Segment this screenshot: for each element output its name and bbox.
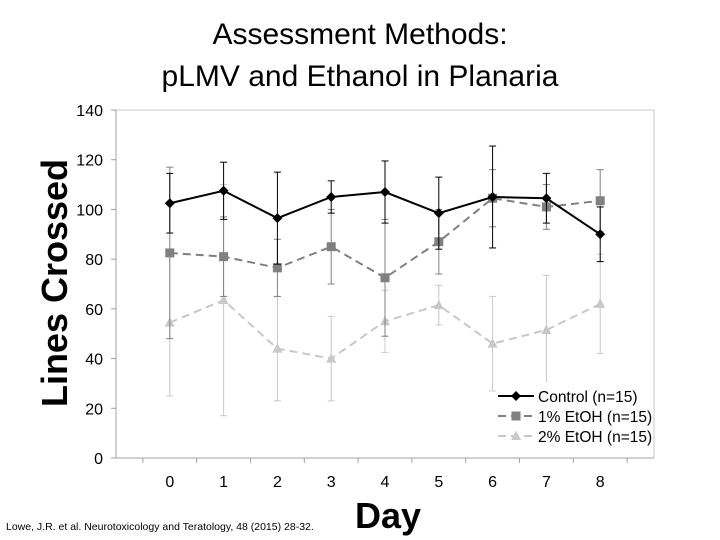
y-tick-label: 60	[85, 302, 103, 319]
data-point	[218, 294, 229, 305]
x-axis-title: Day	[355, 495, 421, 536]
y-tick-label: 140	[76, 103, 103, 120]
series-control	[164, 145, 606, 265]
x-tick-label: 6	[488, 474, 497, 491]
y-tick-label: 120	[76, 153, 103, 170]
data-point	[433, 208, 444, 219]
x-tick-label: 1	[219, 474, 228, 491]
y-tick-label: 40	[85, 352, 103, 369]
data-point	[433, 299, 444, 310]
slide-title-line-1: Assessment Methods:	[212, 18, 508, 51]
data-point	[326, 192, 337, 202]
data-point	[595, 196, 605, 206]
data-point	[219, 252, 229, 262]
x-tick-label: 0	[165, 474, 174, 491]
data-point	[380, 187, 390, 198]
legend-label: 1% EtOH (n=15)	[538, 409, 652, 426]
legend-label: 2% EtOH (n=15)	[538, 429, 652, 446]
data-point	[218, 185, 229, 196]
x-tick-label: 3	[327, 474, 336, 491]
slide-title-line-2: pLMV and Ethanol in Planaria	[161, 60, 559, 93]
x-tick-label: 2	[273, 474, 282, 491]
legend-background	[496, 382, 652, 456]
x-tick-label: 4	[381, 474, 390, 491]
data-point	[487, 338, 498, 348]
x-tick-label: 8	[596, 474, 605, 491]
data-point	[595, 298, 606, 308]
series-etoh-1pct	[165, 166, 605, 340]
data-point	[541, 324, 552, 334]
data-point	[326, 242, 336, 252]
citation: Lowe, J.R. et al. Neurotoxicology and Te…	[6, 521, 314, 533]
x-tick-label: 5	[434, 474, 443, 491]
data-point	[272, 213, 283, 224]
data-point	[165, 248, 175, 258]
y-axis-title: Lines Crossed	[34, 159, 75, 407]
data-point	[326, 353, 337, 363]
x-tick-label: 7	[542, 474, 551, 491]
legend-swatch-marker	[511, 411, 521, 421]
y-tick-label: 80	[85, 252, 103, 269]
y-tick-label: 0	[94, 451, 103, 468]
data-point	[487, 192, 498, 202]
data-point	[380, 273, 390, 283]
data-point	[541, 193, 552, 204]
data-point	[272, 263, 282, 273]
y-tick-label: 20	[85, 401, 103, 418]
legend-label: Control (n=15)	[538, 389, 638, 406]
data-point	[164, 198, 175, 209]
legend-swatch-marker	[511, 430, 521, 440]
legend-swatch-marker	[511, 391, 521, 401]
data-point	[595, 229, 606, 240]
y-tick-label: 100	[76, 202, 103, 219]
data-point	[272, 343, 283, 353]
